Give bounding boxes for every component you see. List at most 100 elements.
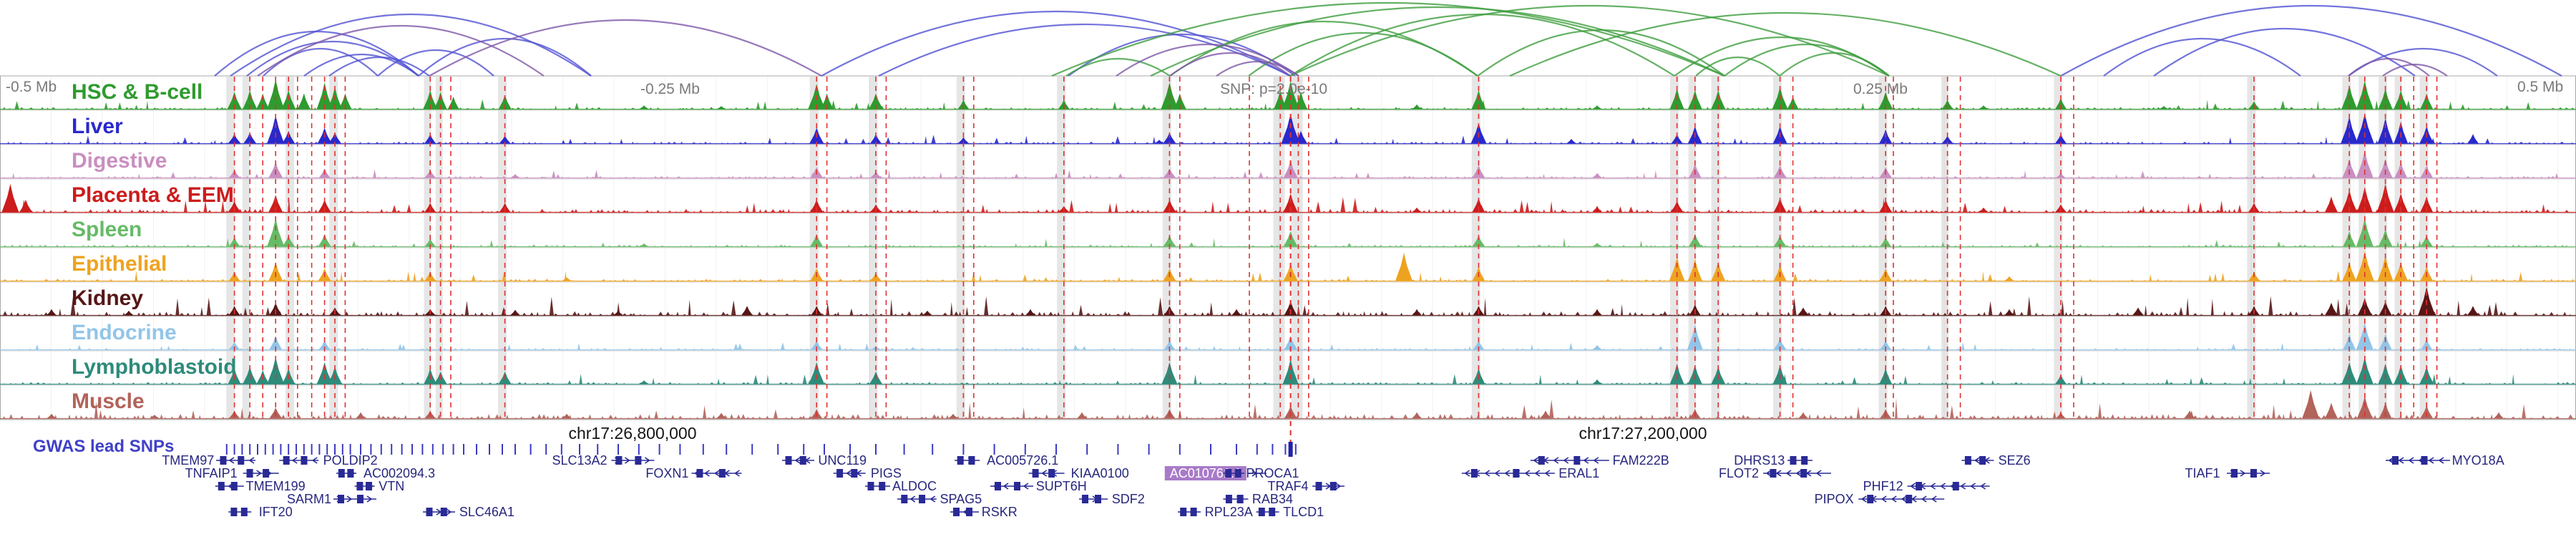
gene-exon <box>2392 456 2399 465</box>
track-label-hsc-b-cell: HSC & B-cell <box>72 80 203 104</box>
gene-label: TIAF1 <box>2185 466 2220 480</box>
interaction-arc-purple <box>2348 57 2430 77</box>
gwas-lead-snps-label: GWAS lead SNPs <box>33 437 175 456</box>
gene-model <box>1248 470 1267 477</box>
gene-exon <box>836 469 844 478</box>
gene-model <box>2386 457 2450 464</box>
gene-label: AC005726.1 <box>987 453 1058 468</box>
track-frame-layer <box>0 75 2576 420</box>
gene-sdf2: SDF2 <box>1079 492 1145 506</box>
gene-exon <box>1538 456 1545 465</box>
interaction-arc-blue <box>2153 28 2416 77</box>
interaction-arc-green <box>1695 56 1780 77</box>
track-label-muscle: Muscle <box>72 390 145 413</box>
gwas-snp-ticks-layer <box>225 442 1297 457</box>
interaction-arc-blue <box>303 53 419 77</box>
gene-exon <box>338 495 344 503</box>
gene-exon <box>426 508 433 516</box>
gene-exon <box>1979 456 1986 465</box>
gene-exon <box>1513 469 1520 478</box>
signal-baseline <box>0 314 2576 316</box>
gene-exon <box>1952 482 1959 490</box>
gene-exon <box>1964 456 1971 465</box>
gene-tnfaip1: TNFAIP1 <box>185 466 279 480</box>
gene-label: TMEM199 <box>246 479 306 493</box>
gene-model <box>897 495 937 503</box>
gene-label: PROCA1 <box>1246 466 1299 480</box>
interaction-arc-green <box>1065 58 1171 77</box>
gene-traf4: TRAF4 <box>1267 479 1345 493</box>
signal-noise <box>3 197 2569 213</box>
gene-exon <box>1234 469 1241 478</box>
gene-exon <box>968 456 975 465</box>
gene-exon <box>785 456 792 465</box>
gene-label: SDF2 <box>1112 492 1145 506</box>
signal-track-lymphoblastoid <box>0 357 2576 385</box>
gene-aldoc: ALDOC <box>865 479 937 493</box>
gene-label: UNC119 <box>818 453 867 468</box>
coordinate-label-left: chr17:26,800,000 <box>568 424 697 442</box>
gene-exon <box>1790 456 1797 465</box>
gene-label: ALDOC <box>892 479 937 493</box>
interaction-arc-green <box>1150 6 1725 77</box>
track-label-spleen: Spleen <box>72 218 142 241</box>
gwas-lead-snp-marker <box>1288 442 1293 457</box>
gene-model <box>990 483 1033 490</box>
signal-peaks <box>228 113 2479 144</box>
gene-tiaf1: TIAF1 <box>2185 466 2270 480</box>
signal-peaks <box>228 218 2434 247</box>
gene-label: TRAF4 <box>1267 479 1308 493</box>
gene-label: DHRS13 <box>1734 453 1785 468</box>
gene-label: AC010761.1 <box>1170 466 1241 480</box>
gene-myo18a: MYO18A <box>2386 453 2504 468</box>
gene-exon <box>338 469 345 478</box>
gene-exon <box>851 469 858 478</box>
red-dashed-lines-layer <box>233 77 2438 457</box>
gene-dhrs13: DHRS13 <box>1734 453 1813 468</box>
gene-ac005726.1: AC005726.1 <box>955 453 1058 468</box>
gene-exon <box>283 456 290 465</box>
gene-exon <box>238 456 245 465</box>
gene-exon <box>1470 469 1478 478</box>
gene-model <box>691 470 742 477</box>
signal-peaks <box>228 151 2434 178</box>
interaction-arc-green <box>1509 12 2062 77</box>
interaction-arc-blue <box>230 13 592 77</box>
gene-exon <box>1906 495 1913 503</box>
gene-exon <box>901 495 908 503</box>
gene-label: SLC13A2 <box>552 453 607 468</box>
gene-exon <box>1269 508 1276 516</box>
gene-phf12: PHF12 <box>1863 479 1990 493</box>
gene-eral1: ERAL1 <box>1461 466 1599 480</box>
gene-label: SARM1 <box>287 492 331 506</box>
gene-exon <box>615 456 623 465</box>
gene-label: TNFAIP1 <box>185 466 238 480</box>
gene-exon <box>718 469 726 478</box>
gene-exon <box>1770 469 1777 478</box>
gene-exon <box>1225 495 1232 503</box>
gene-exon <box>696 469 703 478</box>
signal-peaks <box>228 357 2434 384</box>
interaction-arc-green <box>1289 4 1890 77</box>
gene-label: SLC46A1 <box>459 505 514 519</box>
interaction-arcs-layer <box>214 1 2562 77</box>
gene-exon <box>246 469 253 478</box>
gene-exon <box>230 508 238 516</box>
gene-label: PIPOX <box>1815 492 1854 506</box>
gene-rskr: RSKR <box>950 505 1018 519</box>
interaction-arc-blue <box>328 57 430 77</box>
gene-exon <box>1315 482 1322 490</box>
gene-label: IFT20 <box>259 505 293 519</box>
gene-exon <box>220 456 227 465</box>
signal-tracks-layer <box>0 79 2576 420</box>
signal-track-spleen <box>0 218 2576 248</box>
interaction-arc-purple <box>1169 52 1291 77</box>
signal-baseline <box>0 211 2576 213</box>
gene-label: SEZ6 <box>1999 453 2031 468</box>
signal-baseline <box>0 417 2576 420</box>
gene-exon <box>799 456 806 465</box>
gene-exon <box>995 482 1001 490</box>
gene-exon <box>1225 469 1232 478</box>
